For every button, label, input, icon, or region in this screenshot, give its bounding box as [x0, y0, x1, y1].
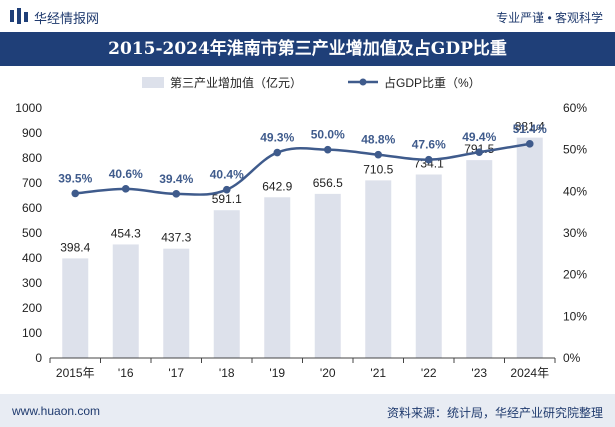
legend-bar-label: 第三产业增加值（亿元）	[170, 75, 302, 90]
bar-value-label: 881.4	[515, 120, 545, 134]
line-value-label: 50.0%	[311, 128, 345, 142]
line-series	[71, 140, 534, 198]
bar-value-label: 437.3	[161, 231, 191, 245]
line-value-label: 49.4%	[462, 130, 496, 144]
legend-line-label: 占GDP比重（%）	[384, 75, 481, 90]
right-axis-tick-label: 50%	[563, 143, 587, 157]
bar-value-label: 710.5	[363, 162, 393, 176]
x-axis-tick-label: '23	[471, 366, 487, 380]
bar	[314, 193, 341, 358]
left-axis-tick-label: 300	[22, 276, 42, 290]
chart-legend: 第三产业增加值（亿元） 占GDP比重（%）	[142, 75, 481, 90]
left-axis-tick-label: 400	[22, 251, 42, 265]
bar	[213, 210, 240, 358]
x-axis-tick-label: '20	[320, 366, 336, 380]
bar	[365, 180, 392, 358]
x-axis-tick-label: '19	[269, 366, 285, 380]
x-axis: 2015年 '16 '17 '18 '19 '20 '21 '22 '23 2024年	[49, 357, 556, 380]
line-point	[71, 189, 80, 198]
brand-slogan: 专业严谨 • 客观科学	[496, 11, 603, 25]
left-axis-tick-label: 200	[22, 301, 42, 315]
left-axis-tick-label: 700	[22, 176, 42, 190]
bar	[112, 244, 139, 358]
line-point	[273, 148, 282, 157]
line-point	[323, 145, 332, 154]
line-point	[525, 140, 534, 148]
left-axis: 0 100 200 300 400 500 600 700 800 900 1000	[15, 101, 42, 365]
x-axis-tick-label: '18	[219, 366, 235, 380]
line-value-label: 39.4%	[159, 172, 193, 186]
bar-series	[62, 137, 543, 358]
line-value-label: 47.6%	[412, 138, 446, 152]
x-axis-tick-label: 2024年	[510, 366, 549, 380]
left-axis-tick-label: 0	[35, 351, 42, 365]
right-axis: 0% 10% 20% 30% 40% 50% 60%	[563, 101, 587, 365]
left-axis-tick-label: 1000	[15, 101, 42, 115]
footer-site: www.huaon.com	[12, 404, 101, 418]
left-axis-tick-label: 600	[22, 201, 42, 215]
right-axis-tick-label: 30%	[563, 226, 587, 240]
line-point	[374, 150, 383, 159]
line-value-label: 51.4%	[513, 122, 547, 136]
bar-value-label: 454.3	[111, 226, 141, 240]
line-value-label: 39.5%	[58, 171, 92, 185]
bar	[62, 258, 89, 358]
line-value-label: 49.3%	[260, 131, 294, 145]
chart-area: 第三产业增加值（亿元） 占GDP比重（%） 0 100 200 300 400 500 60…	[0, 66, 615, 394]
line-point	[121, 185, 130, 193]
line-point	[172, 190, 181, 198]
line-point	[424, 155, 433, 164]
footer-bar	[0, 394, 615, 427]
line-value-label: 40.4%	[210, 168, 244, 182]
left-axis-tick-label: 800	[22, 151, 42, 165]
x-axis-tick-label: '17	[168, 366, 184, 380]
line-point	[222, 185, 231, 194]
x-axis-tick-label: 2015年	[56, 366, 95, 380]
legend-line-marker	[359, 78, 367, 86]
bar	[516, 137, 543, 358]
bar-value-label: 656.5	[313, 176, 343, 190]
bar	[264, 197, 291, 358]
bar	[466, 160, 493, 358]
right-axis-tick-label: 10%	[563, 309, 587, 323]
footer-source: 资料来源：统计局，华经产业研究院整理	[386, 406, 603, 420]
bar	[415, 174, 442, 358]
combo-chart: 第三产业增加值（亿元） 占GDP比重（%） 0 100 200 300 400 500 60…	[15, 75, 587, 380]
bar-value-label: 642.9	[262, 179, 292, 193]
line-point	[475, 148, 484, 156]
right-axis-tick-label: 0%	[563, 351, 581, 365]
left-axis-tick-label: 100	[22, 326, 42, 340]
x-axis-tick-label: '22	[421, 366, 437, 380]
line-value-label: 48.8%	[361, 133, 395, 147]
chart-title: 2015-2024年淮南市第三产业增加值及占GDP比重	[108, 39, 507, 59]
bar-value-label: 591.1	[212, 192, 242, 206]
right-axis-tick-label: 20%	[563, 268, 587, 282]
right-axis-tick-label: 60%	[563, 101, 587, 115]
bar	[163, 248, 190, 358]
title-bar	[0, 32, 615, 66]
brand-name: 华经情报网	[34, 11, 100, 26]
x-axis-tick-label: '21	[370, 366, 386, 380]
x-axis-tick-label: '16	[118, 366, 134, 380]
left-axis-tick-label: 900	[22, 126, 42, 140]
legend-bar-swatch	[142, 77, 164, 88]
line-path	[75, 142, 530, 196]
line-labels: 39.5% 40.6% 39.4% 40.4% 49.3% 50.0% 48.8% 47.6%…	[58, 122, 547, 186]
bar-value-label: 398.4	[60, 240, 90, 254]
line-value-label: 40.6%	[109, 167, 143, 181]
brand-logo-icon	[10, 8, 28, 24]
top-bar: 华经情报网 专业严谨 • 客观科学	[0, 0, 615, 32]
right-axis-tick-label: 40%	[563, 184, 587, 198]
left-axis-tick-label: 500	[22, 226, 42, 240]
